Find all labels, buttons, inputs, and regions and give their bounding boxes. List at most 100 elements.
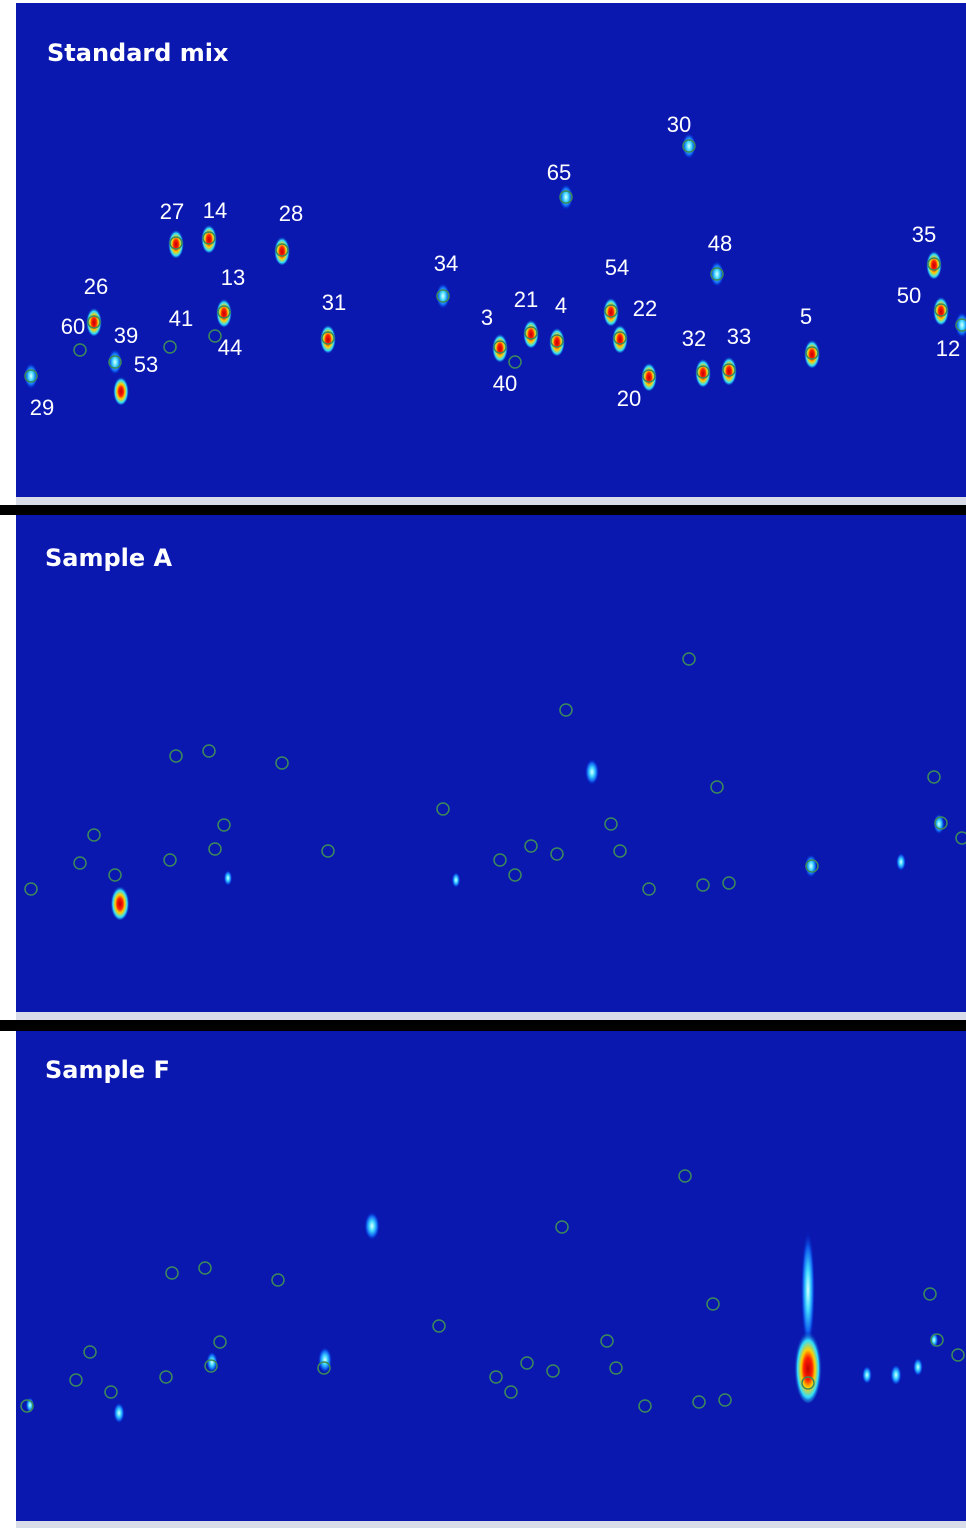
peak-marker xyxy=(504,1385,518,1399)
panel-title: Sample A xyxy=(45,544,173,572)
peak-marker xyxy=(696,878,710,892)
peak-marker xyxy=(951,1348,965,1362)
peak-marker xyxy=(520,1356,534,1370)
peak-marker xyxy=(609,1361,623,1375)
peak-marker xyxy=(682,652,696,666)
peak-marker xyxy=(275,243,289,257)
peak-marker xyxy=(638,1399,652,1413)
peak-marker xyxy=(934,303,948,317)
peak-marker xyxy=(678,1169,692,1183)
peak-marker xyxy=(559,703,573,717)
peak-spot xyxy=(710,261,724,287)
panel: Sample A xyxy=(0,515,966,1020)
peak-marker xyxy=(923,1287,937,1301)
peak-label: 12 xyxy=(936,336,960,361)
peak-label: 40 xyxy=(493,371,517,396)
peak-spot xyxy=(682,133,696,159)
peak-marker xyxy=(271,1273,285,1287)
peak-marker xyxy=(321,331,335,345)
peak-marker xyxy=(275,756,289,770)
peak-label: 48 xyxy=(708,231,732,256)
peak-label: 26 xyxy=(84,274,108,299)
peak-marker xyxy=(722,363,736,377)
peak-marker xyxy=(559,190,573,204)
peak-spot xyxy=(113,1402,125,1424)
peak-label: 13 xyxy=(221,265,245,290)
peak-spot xyxy=(451,872,461,888)
peak-spot xyxy=(216,297,232,327)
peak-marker xyxy=(432,1319,446,1333)
peak-marker xyxy=(87,828,101,842)
peak-label: 3 xyxy=(481,305,493,330)
peak-marker xyxy=(24,369,38,383)
peak-marker xyxy=(550,334,564,348)
peak-marker xyxy=(508,868,522,882)
peak-label: 33 xyxy=(727,324,751,349)
peak-spot xyxy=(559,184,573,210)
peak-label: 34 xyxy=(434,251,458,276)
peak-spot xyxy=(223,870,233,886)
peak-label: 54 xyxy=(605,255,629,280)
peak-marker xyxy=(706,1297,720,1311)
peak-marker xyxy=(682,139,696,153)
peak-spot xyxy=(492,332,508,362)
peak-marker xyxy=(927,257,941,271)
peak-spot xyxy=(436,283,450,309)
peak-spot xyxy=(585,759,599,785)
peak-marker xyxy=(722,876,736,890)
peak-label: 53 xyxy=(134,352,158,377)
peak-marker xyxy=(489,1370,503,1384)
peak-marker xyxy=(493,853,507,867)
panel: Standard mix xyxy=(0,0,966,505)
peak-marker xyxy=(24,882,38,896)
peak-marker xyxy=(198,1261,212,1275)
peak-label: 29 xyxy=(30,395,54,420)
peak-marker xyxy=(508,355,522,369)
peak-spot xyxy=(926,249,942,279)
peak-marker xyxy=(805,346,819,360)
peak-marker xyxy=(613,844,627,858)
peak-spot xyxy=(603,296,619,326)
peak-marker xyxy=(20,1399,34,1413)
peak-spot xyxy=(794,1327,822,1403)
peak-marker xyxy=(208,842,222,856)
peak-marker xyxy=(204,1359,218,1373)
peak-marker xyxy=(169,236,183,250)
peak-marker xyxy=(555,1220,569,1234)
peak-spot xyxy=(862,1365,872,1385)
peak-marker xyxy=(163,853,177,867)
peak-spot xyxy=(695,357,711,387)
peak-label: 41 xyxy=(169,306,193,331)
peak-spot xyxy=(206,1351,218,1373)
peak-marker xyxy=(550,847,564,861)
peak-spot xyxy=(804,338,820,368)
peak-label: 65 xyxy=(547,160,571,185)
peak-spot xyxy=(274,235,290,265)
peak-spot xyxy=(721,355,737,385)
peak-marker xyxy=(930,1333,944,1347)
peak-marker xyxy=(202,744,216,758)
peak-marker xyxy=(805,859,819,873)
peak-marker xyxy=(163,340,177,354)
peak-label: 35 xyxy=(912,222,936,247)
peak-spot xyxy=(549,326,565,356)
peak-marker xyxy=(493,340,507,354)
peak-marker xyxy=(801,1376,815,1390)
peak-spot xyxy=(890,1364,902,1386)
peak-marker xyxy=(165,1266,179,1280)
peak-spot xyxy=(110,884,130,920)
peak-spot xyxy=(523,318,539,348)
panel-title: Sample F xyxy=(45,1056,170,1084)
peak-label: 5 xyxy=(800,304,812,329)
peak-label: 32 xyxy=(682,326,706,351)
peak-spot xyxy=(86,306,102,336)
peak-spot xyxy=(201,223,217,253)
peak-marker xyxy=(321,844,335,858)
peak-spot xyxy=(113,375,129,405)
peak-label: 50 xyxy=(897,283,921,308)
peak-label: 20 xyxy=(617,386,641,411)
peak-label: 44 xyxy=(218,335,242,360)
peak-spot xyxy=(318,1347,332,1373)
peak-marker xyxy=(108,355,122,369)
